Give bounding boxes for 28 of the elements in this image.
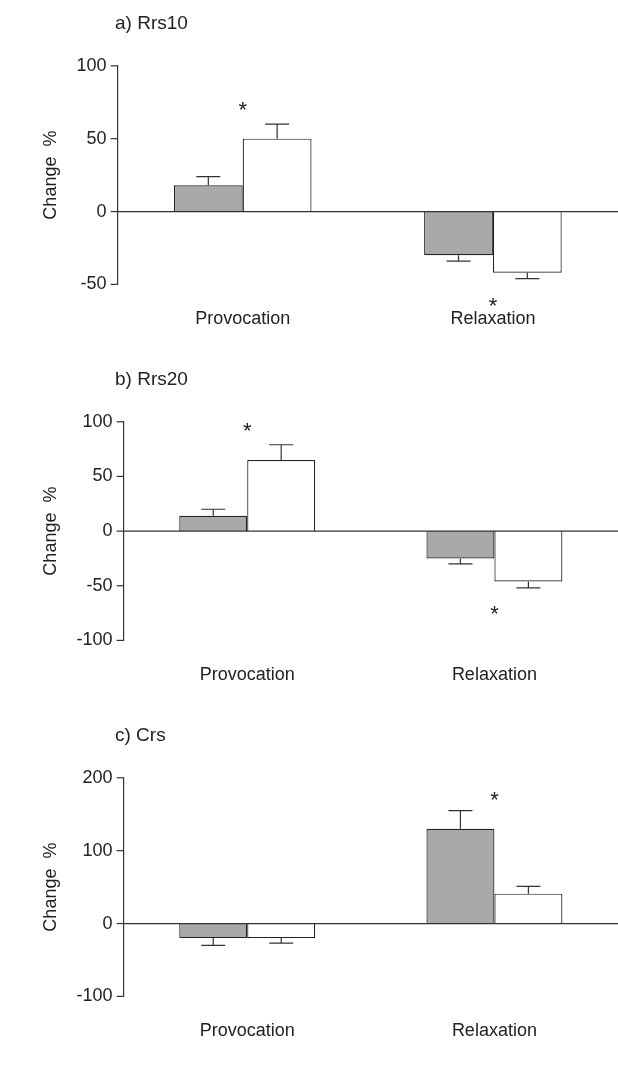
- y-tick-label: 100: [82, 839, 113, 860]
- y-tick-label: -100: [76, 985, 113, 1006]
- x-tick-label: Provocation: [199, 664, 295, 685]
- chart-title: a) Rrs10: [115, 12, 188, 34]
- y-tick-label: 50: [92, 465, 113, 486]
- y-tick-label: 0: [96, 200, 107, 221]
- y-axis-title: Change %: [39, 130, 60, 220]
- y-tick-label: -50: [80, 273, 107, 294]
- chart-title: c) Crs: [115, 724, 166, 746]
- y-axis-title: Change %: [39, 842, 60, 932]
- y-tick-label: -100: [76, 629, 113, 650]
- y-axis-title: Change %: [39, 486, 60, 576]
- x-tick-label: Provocation: [195, 308, 291, 329]
- annotation: *: [242, 418, 252, 444]
- chart-title: b) Rrs20: [115, 368, 188, 390]
- y-tick-label: 100: [82, 410, 113, 431]
- y-tick-label: 0: [102, 520, 113, 541]
- x-tick-label: Relaxation: [451, 664, 537, 685]
- y-tick-label: 0: [102, 912, 113, 933]
- y-tick-label: 50: [86, 127, 107, 148]
- annotation: *: [490, 786, 500, 812]
- x-tick-label: Relaxation: [451, 1020, 537, 1041]
- y-tick-label: 200: [82, 766, 113, 787]
- annotation: *: [238, 96, 248, 122]
- annotation: *: [490, 601, 500, 627]
- x-tick-label: Provocation: [199, 1020, 295, 1041]
- y-tick-label: 100: [76, 54, 107, 75]
- y-tick-label: -50: [86, 574, 113, 595]
